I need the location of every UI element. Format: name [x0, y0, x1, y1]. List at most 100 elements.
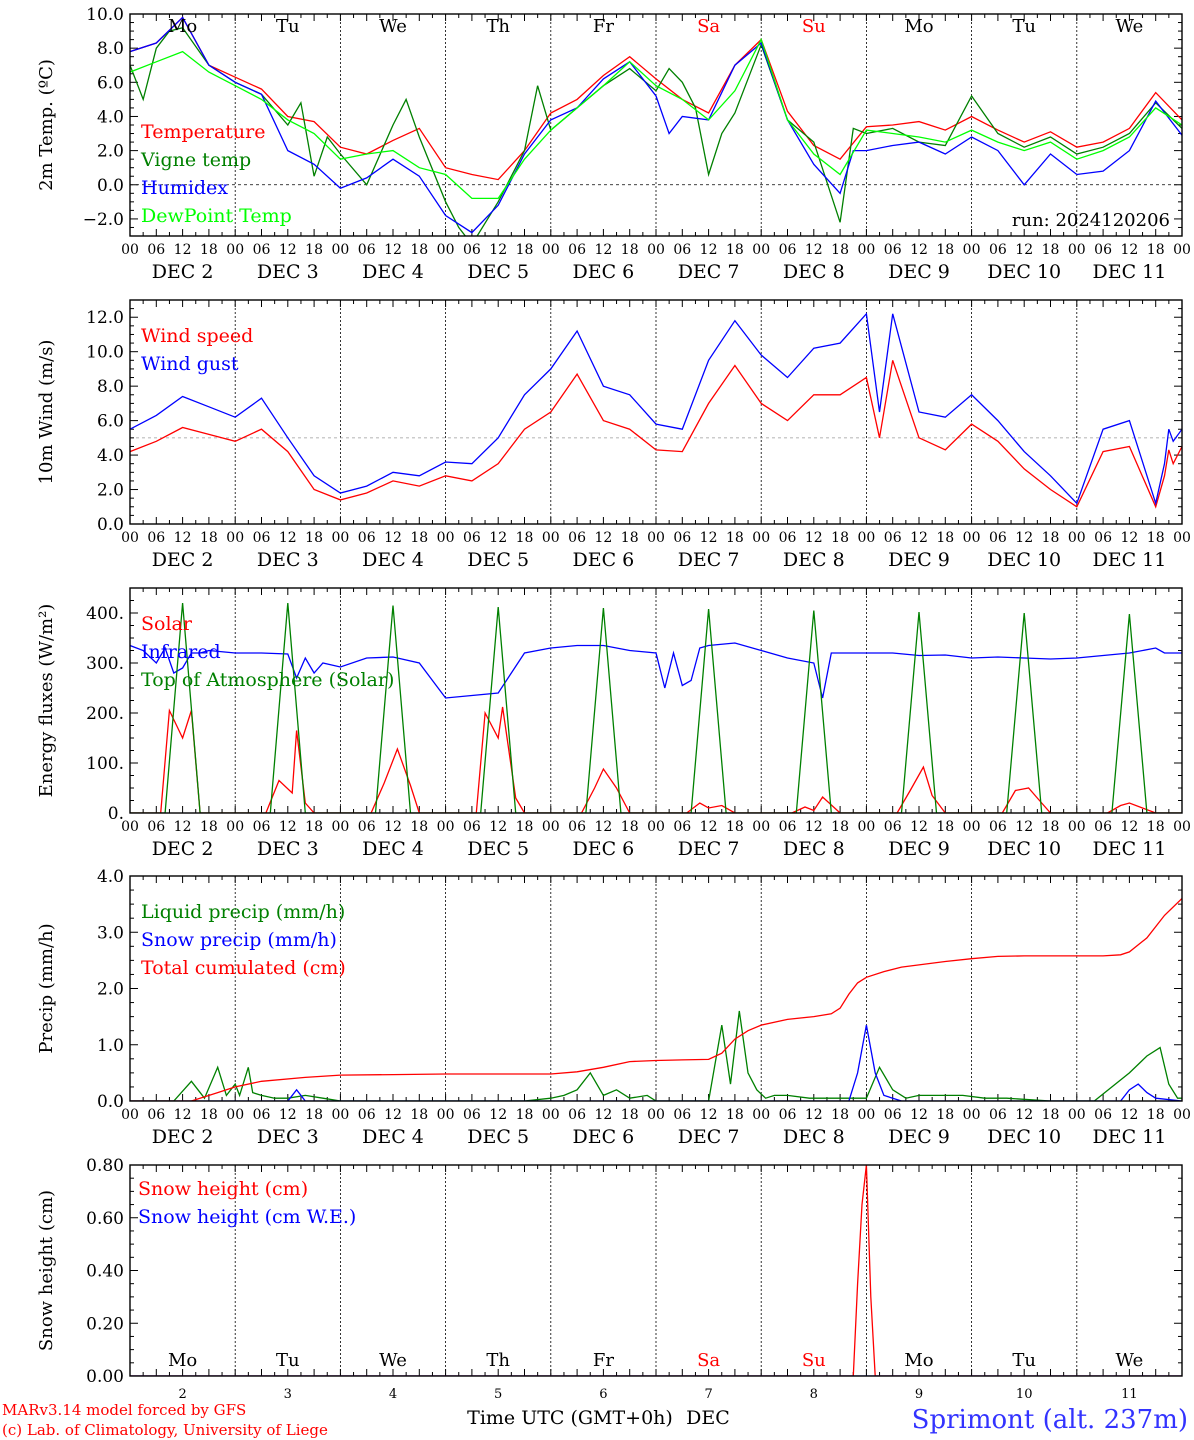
date-label: DEC 5	[467, 838, 529, 860]
x-axis-month: DEC	[686, 1407, 730, 1429]
hour-tick-label: 18	[726, 242, 744, 258]
y-tick-label: 1.0	[97, 1036, 124, 1056]
hour-tick-label: 06	[253, 1107, 271, 1123]
hour-tick-label: 00	[752, 242, 770, 258]
date-label: DEC 8	[783, 261, 845, 283]
hour-tick-label: 12	[279, 819, 297, 835]
hour-tick-label: 12	[700, 242, 718, 258]
hour-tick-label: 18	[200, 242, 218, 258]
hour-tick-label: 12	[910, 1107, 928, 1123]
plot-frame	[129, 875, 1183, 1102]
hour-tick-label: 06	[358, 819, 376, 835]
series-group	[130, 602, 1182, 813]
hour-tick-label: 06	[147, 242, 165, 258]
hour-tick-label: 06	[989, 1107, 1007, 1123]
day-number-label: 5	[494, 1387, 502, 1402]
y-axis-label: Precip (mm/h)	[36, 923, 57, 1053]
hour-tick-label: 00	[437, 242, 455, 258]
hour-tick-label: 00	[857, 530, 875, 546]
hour-tick-label: 06	[779, 530, 797, 546]
station-name: Sprimont (alt. 237m)	[912, 1405, 1188, 1435]
hour-tick-label: 18	[1147, 242, 1165, 258]
y-tick-label: 6.0	[97, 412, 124, 432]
hour-tick-label: 12	[384, 1107, 402, 1123]
hour-tick-label: 18	[410, 1107, 428, 1123]
hour-tick-label: 18	[305, 819, 323, 835]
date-label: DEC 6	[573, 1126, 635, 1148]
legend-entry: Snow precip (mm/h)	[141, 929, 337, 951]
day-number-label: 11	[1121, 1387, 1138, 1402]
date-label: DEC 7	[678, 261, 740, 283]
weekday-label: We	[379, 16, 407, 37]
hour-tick-label: 12	[384, 819, 402, 835]
hour-tick-label: 00	[752, 819, 770, 835]
hour-tick-label: 18	[726, 1107, 744, 1123]
hour-tick-label: 00	[1068, 242, 1086, 258]
hour-tick-label: 00	[226, 530, 244, 546]
hour-tick-label: 18	[410, 530, 428, 546]
hour-tick-label: 00	[857, 1107, 875, 1123]
hour-tick-label: 06	[568, 1107, 586, 1123]
hour-tick-label: 18	[936, 819, 954, 835]
date-label: DEC 11	[1092, 838, 1166, 860]
hour-tick-label: 12	[1015, 1107, 1033, 1123]
hour-tick-label: 12	[1120, 819, 1138, 835]
hour-tick-label: 12	[279, 242, 297, 258]
hour-tick-label: 12	[700, 530, 718, 546]
hour-tick-label: 18	[200, 1107, 218, 1123]
hour-tick-label: 00	[226, 819, 244, 835]
hour-tick-label: 12	[384, 530, 402, 546]
day-number-label: 3	[284, 1387, 292, 1402]
hour-tick-label: 18	[305, 242, 323, 258]
weekday-label: Fr	[593, 1350, 614, 1371]
hour-tick-label: 12	[1015, 530, 1033, 546]
hour-tick-label: 00	[857, 819, 875, 835]
y-tick-label: 0.0	[97, 1092, 124, 1112]
date-label: DEC 9	[888, 838, 950, 860]
credit-line-1: MARv3.14 model forced by GFS	[2, 1401, 246, 1419]
date-label: DEC 7	[678, 549, 740, 571]
y-tick-label: 0.60	[86, 1209, 124, 1229]
hour-tick-label: 12	[594, 242, 612, 258]
weekday-label: We	[1116, 16, 1144, 37]
legend-entry: DewPoint Temp	[141, 205, 292, 227]
hour-tick-label: 06	[884, 1107, 902, 1123]
hour-tick-label: 06	[253, 242, 271, 258]
hour-tick-label: 18	[1042, 819, 1060, 835]
y-tick-label: −2.0	[83, 210, 124, 230]
hour-tick-label: 12	[910, 819, 928, 835]
hour-tick-label: 12	[805, 530, 823, 546]
hour-tick-label: 00	[963, 1107, 981, 1123]
hour-tick-label: 12	[805, 242, 823, 258]
weekday-label: Th	[486, 1350, 510, 1371]
hour-tick-label: 18	[516, 242, 534, 258]
series-line-temperature	[130, 16, 1182, 181]
hour-tick-label: 12	[489, 819, 507, 835]
hour-tick-label: 06	[884, 530, 902, 546]
hour-tick-label: 18	[831, 819, 849, 835]
legend-entry: Wind speed	[141, 325, 253, 347]
hour-tick-label: 00	[752, 530, 770, 546]
date-label: DEC 10	[987, 838, 1061, 860]
hour-tick-label: 00	[647, 530, 665, 546]
date-label: DEC 7	[678, 838, 740, 860]
hour-tick-label: 12	[279, 530, 297, 546]
date-label: DEC 5	[467, 261, 529, 283]
weekday-label: Tu	[276, 1350, 300, 1371]
day-number-label: 6	[599, 1387, 607, 1402]
hour-tick-label: 00	[331, 1107, 349, 1123]
date-label: DEC 3	[257, 261, 319, 283]
plot-frame	[129, 13, 1183, 237]
hour-tick-label: 18	[831, 1107, 849, 1123]
y-tick-label: 0.0	[97, 515, 124, 535]
hour-tick-label: 00	[226, 242, 244, 258]
y-tick-label: 200.	[86, 704, 124, 724]
date-label: DEC 3	[257, 1126, 319, 1148]
hour-tick-label: 12	[1120, 530, 1138, 546]
hour-tick-label: 00	[752, 1107, 770, 1123]
hour-tick-label: 00	[121, 242, 139, 258]
hour-tick-label: 12	[910, 530, 928, 546]
hour-tick-label: 18	[726, 530, 744, 546]
y-tick-label: 100.	[86, 754, 124, 774]
hour-tick-label: 12	[174, 1107, 192, 1123]
